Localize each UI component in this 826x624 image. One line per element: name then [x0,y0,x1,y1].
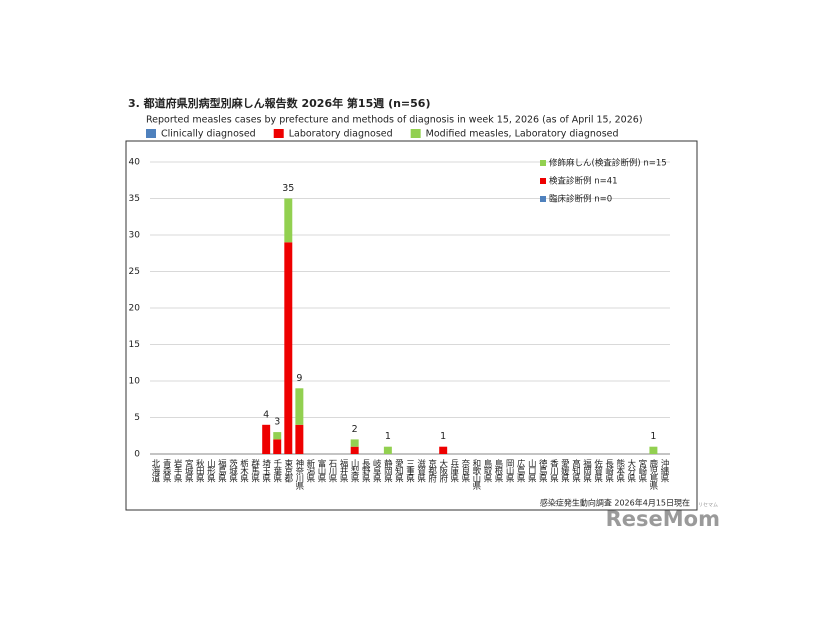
x-tick-label: 大阪府 [438,458,448,483]
x-tick-label: 栃木県 [239,458,249,483]
x-tick-label: 大分県 [626,458,636,483]
data-label: 1 [650,431,656,442]
x-tick-label: 愛媛県 [559,458,569,483]
y-tick-label: 5 [134,413,140,423]
x-tick-label: 秋田県 [194,458,204,483]
data-label: 4 [263,409,269,420]
bar-segment [284,242,293,454]
x-tick-label: 福岡県 [582,458,592,483]
x-tick-label: 岩手県 [172,458,182,483]
x-tick-label: 広島県 [515,458,525,483]
x-tick-label: 愛知県 [393,458,403,483]
y-tick-label: 30 [129,231,141,241]
x-tick-label: 岡山県 [504,459,514,483]
x-tick-label: 群馬県 [250,458,260,483]
y-tick-label: 20 [129,304,141,314]
legend-swatch [146,129,156,138]
source-note: 感染症発生動向調査 2026年4月15日現在 [540,498,690,508]
bar-segment [262,424,271,454]
chart-frame [125,140,698,511]
x-tick-label: 静岡県 [382,458,392,483]
x-tick-label: 新潟県 [305,458,315,483]
x-tick-label: 千葉県 [272,458,282,483]
x-tick-label: 山口県 [526,458,536,483]
x-tick-label: 埼玉県 [261,458,271,483]
y-tick-label: 0 [134,450,140,460]
x-tick-label: 茨城県 [227,458,237,483]
legend-swatch [540,178,546,184]
bar-segment [273,432,282,440]
bar-segment [295,424,304,454]
x-tick-label: 和歌山県 [471,459,481,491]
x-tick-label: 長崎県 [604,459,614,483]
x-tick-label: 福井県 [338,458,348,483]
y-tick-label: 15 [129,340,140,350]
x-tick-label: 香川県 [548,458,558,483]
data-label: 9 [296,373,302,384]
bar-segment [350,439,359,447]
legend-swatch [410,129,421,138]
bar-segment [284,198,293,243]
x-tick-label: 宮崎県 [637,458,647,483]
x-tick-label: 三重県 [405,459,415,483]
x-tick-label: 宮城県 [183,458,193,483]
bar-segment [350,446,359,454]
x-tick-label: 山梨県 [349,458,359,483]
data-label: 3 [274,417,280,428]
x-tick-label: 富山県 [316,458,326,483]
x-tick-label: 高知県 [570,458,580,483]
y-tick-label: 10 [129,377,141,387]
watermark-small: リセマム [698,503,718,509]
x-tick-label: 京都府 [427,458,437,483]
bar-segment [383,446,392,454]
watermark: ReseMom [606,507,720,531]
data-label: 2 [352,424,358,435]
x-tick-label: 兵庫県 [449,458,459,483]
bar-segment [439,446,448,454]
x-tick-label: 東京都 [283,458,293,483]
data-label: 1 [385,431,391,442]
x-tick-label: 島根県 [493,458,503,483]
data-label: 35 [282,183,294,194]
y-tick-label: 35 [129,194,140,204]
y-tick-label: 25 [129,267,140,277]
legend-label: Laboratory diagnosed [289,129,393,140]
data-label: 1 [440,431,446,442]
legend-label: 検査診断例 n=41 [549,176,618,187]
legend-swatch [540,160,546,166]
legend-label: 修飾麻しん(検査診断例) n=15 [549,158,667,169]
x-tick-label: 神奈川県 [294,458,304,491]
x-tick-label: 熊本県 [615,458,625,483]
x-tick-label: 奈良県 [460,458,470,483]
legend-label: 臨床診断例 n=0 [549,194,612,205]
bar-segment [273,439,282,454]
bar-segment [649,446,658,454]
x-tick-label: 長野県 [360,459,370,483]
x-tick-label: 鳥取県 [482,458,492,483]
x-tick-label: 岐阜県 [371,458,381,483]
legend-swatch [273,129,284,138]
chart-title: 3. 都道府県別病型別麻しん報告数 2026年 第15週 (n=56) [128,96,430,110]
x-tick-label: 福島県 [216,458,226,483]
x-tick-label: 沖縄県 [659,458,669,483]
x-tick-label: 北海道 [150,459,160,483]
legend-label: Modified measles, Laboratory diagnosed [426,129,619,140]
chart-subtitle: Reported measles cases by prefecture and… [146,115,643,126]
x-tick-label: 佐賀県 [593,458,603,483]
x-tick-label: 石川県 [327,459,337,483]
x-tick-label: 青森県 [161,458,171,483]
legend-label: Clinically diagnosed [161,129,256,140]
y-tick-label: 40 [129,158,141,168]
x-tick-label: 徳島県 [537,458,547,483]
bar-segment [295,388,304,425]
x-tick-label: 鹿児島県 [648,458,658,491]
x-tick-label: 滋賀県 [416,458,426,483]
x-tick-label: 山形県 [205,458,215,483]
legend-swatch [540,196,546,202]
